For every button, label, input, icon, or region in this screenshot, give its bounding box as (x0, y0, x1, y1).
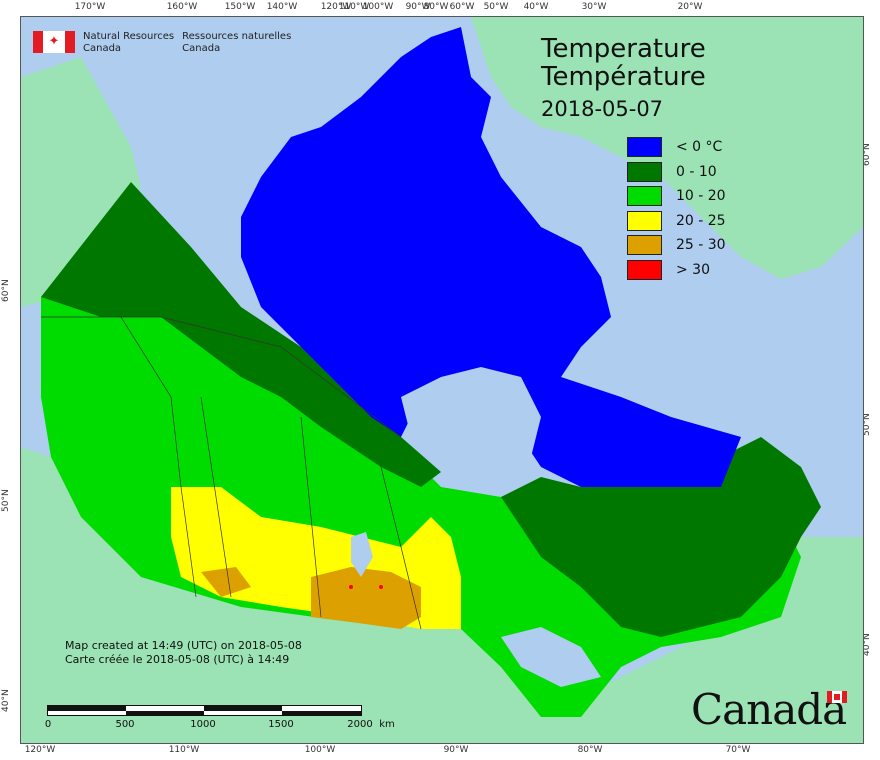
top-tick: 120°W (320, 2, 352, 12)
scale-label: 0 (44, 719, 52, 730)
credits-fr: Carte créée le 2018-05-08 (UTC) à 14:49 (65, 653, 290, 666)
map-credits: Map created at 14:49 (UTC) on 2018-05-08… (65, 639, 302, 667)
region-0-10-west (41, 182, 441, 487)
map-svg (21, 17, 863, 743)
legend-item: 0 - 10 (627, 160, 726, 185)
top-tick: 150°W (224, 2, 256, 12)
left-tick: 60°N (1, 279, 11, 302)
top-tick: 60°W (449, 2, 475, 12)
legend-swatch (627, 210, 662, 231)
legend-item: 20 - 25 (627, 209, 726, 234)
region-25-30 (311, 567, 421, 629)
region-below-zero (241, 27, 741, 487)
legend-label: < 0 °C (676, 139, 723, 156)
map-date: 2018-05-07 (541, 97, 664, 121)
bottom-tick: 110°W (168, 745, 200, 755)
canada-wordmark: Canada (691, 685, 847, 734)
top-tick: 20°W (677, 2, 703, 12)
agency-name-fr: Ressources naturelles Canada (182, 31, 292, 54)
legend-swatch (627, 137, 662, 158)
scale-label: 2000 (347, 719, 373, 730)
scale-label: 1000 (190, 719, 216, 730)
border-sask-manitoba (300, 416, 322, 618)
legend-item: 25 - 30 (627, 233, 726, 258)
legend: < 0 °C 0 - 10 10 - 20 20 - 25 25 - 30 > 30 (627, 135, 726, 282)
border-bc-alberta (120, 316, 197, 598)
map-canvas[interactable]: ✦ Natural Resources Canada Ressources na… (20, 16, 864, 744)
scale-unit: km (379, 719, 395, 730)
region-above-30 (379, 585, 383, 589)
greenland-land (471, 17, 863, 279)
top-tick: 170°W (74, 2, 106, 12)
legend-item: 10 - 20 (627, 184, 726, 209)
title-en: Temperature (541, 34, 706, 64)
bottom-tick: 80°W (577, 745, 603, 755)
map-title: Temperature Température 2018-05-07 (541, 35, 706, 123)
agency-name-en: Natural Resources Canada (83, 31, 175, 54)
united-states-land (21, 447, 863, 743)
top-tick: 140°W (266, 2, 298, 12)
top-tick: 50°W (483, 2, 509, 12)
legend-swatch (627, 186, 662, 207)
top-tick: 30°W (581, 2, 607, 12)
legend-item: < 0 °C (627, 135, 726, 160)
border-alberta-sask (200, 396, 232, 598)
top-tick: 110°W (338, 2, 370, 12)
region-25-30-small (201, 567, 251, 597)
hudson-bay (401, 367, 541, 477)
legend-label: 20 - 25 (676, 212, 726, 229)
lake-winnipeg (351, 532, 373, 577)
top-tick: 160°W (166, 2, 198, 12)
left-tick: 40°N (1, 689, 11, 712)
legend-item: > 30 (627, 258, 726, 283)
bottom-tick: 100°W (304, 745, 336, 755)
border-60n (41, 316, 402, 438)
bottom-tick: 120°W (24, 745, 56, 755)
bottom-tick: 90°W (443, 745, 469, 755)
credits-en: Map created at 14:49 (UTC) on 2018-05-08 (65, 639, 302, 652)
legend-swatch (627, 235, 662, 256)
border-manitoba-ontario (380, 466, 422, 630)
bottom-tick: 70°W (725, 745, 751, 755)
alaska-land (21, 57, 141, 307)
title-fr: Température (541, 62, 706, 92)
province-borders (41, 316, 422, 630)
legend-swatch (627, 259, 662, 280)
top-tick: 40°W (523, 2, 549, 12)
top-tick: 90°W (405, 2, 431, 12)
legend-swatch (627, 161, 662, 182)
left-tick: 50°N (1, 489, 11, 512)
top-tick: 100°W (362, 2, 394, 12)
top-tick: 80°W (423, 2, 449, 12)
scale-label: 1500 (268, 719, 294, 730)
agency-header: ✦ Natural Resources Canada Ressources na… (33, 31, 291, 55)
region-above-30 (349, 585, 353, 589)
legend-label: > 30 (676, 261, 710, 278)
legend-label: 25 - 30 (676, 237, 726, 254)
legend-label: 0 - 10 (676, 163, 717, 180)
scale-label: 500 (115, 719, 135, 730)
scale-bar: 0 500 1000 1500 2000 km (45, 705, 395, 730)
great-lakes (501, 627, 601, 687)
wordmark-flag-icon (827, 691, 847, 703)
canada-flag-icon: ✦ (33, 31, 75, 53)
legend-label: 10 - 20 (676, 188, 726, 205)
